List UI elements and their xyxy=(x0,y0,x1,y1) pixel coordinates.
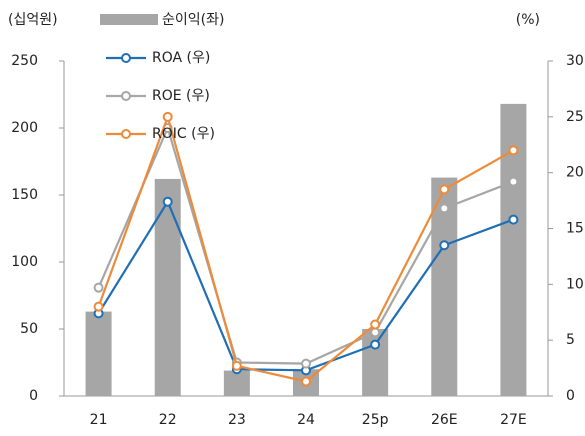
marker xyxy=(231,360,242,371)
y-tick-label: 250 xyxy=(11,53,38,69)
y-tick-label: 50 xyxy=(20,321,38,337)
legend-label: ROA (우) xyxy=(152,50,210,66)
y2-tick-label: 15 xyxy=(566,221,584,237)
x-tick-label: 27E xyxy=(500,412,527,428)
marker xyxy=(508,145,519,156)
x-tick-label: 24 xyxy=(297,412,315,428)
marker xyxy=(439,240,450,251)
y-tick-label: 0 xyxy=(29,388,38,404)
x-tick-label: 25p xyxy=(362,412,389,428)
bar xyxy=(154,178,181,396)
marker xyxy=(93,301,104,312)
y-tick-label: 100 xyxy=(11,254,38,270)
x-tick-label: 26E xyxy=(431,412,458,428)
y2-axis-label: (%) xyxy=(516,12,540,28)
y-axis-label: (십억원) xyxy=(8,12,58,28)
bar xyxy=(85,311,112,396)
marker xyxy=(370,327,381,338)
y2-tick-label: 5 xyxy=(566,332,575,348)
legend-swatch xyxy=(100,14,158,25)
marker xyxy=(301,376,311,387)
legend-label: ROIC (우) xyxy=(152,126,215,142)
bar xyxy=(431,177,458,396)
marker xyxy=(301,358,311,369)
legend-swatch xyxy=(121,129,131,139)
marker xyxy=(162,111,173,122)
y2-tick-label: 10 xyxy=(566,276,584,292)
marker xyxy=(508,176,519,187)
marker xyxy=(93,282,104,293)
x-tick-label: 21 xyxy=(90,412,108,428)
y-tick-label: 150 xyxy=(11,187,38,203)
marker xyxy=(508,214,519,225)
y2-tick-label: 30 xyxy=(566,53,584,69)
bar xyxy=(223,370,250,396)
y2-tick-label: 0 xyxy=(566,388,575,404)
bar xyxy=(362,329,389,396)
marker xyxy=(162,196,173,207)
marker xyxy=(370,339,381,350)
y2-tick-label: 25 xyxy=(566,109,584,125)
marker xyxy=(370,319,381,330)
y2-tick-label: 20 xyxy=(566,165,584,181)
legend-swatch xyxy=(121,91,131,101)
marker xyxy=(439,184,450,195)
legend-swatch xyxy=(121,53,131,63)
legend-label: 순이익(좌) xyxy=(162,12,224,28)
legend-label: ROE (우) xyxy=(152,88,210,104)
x-tick-label: 23 xyxy=(228,412,246,428)
y-tick-label: 200 xyxy=(11,120,38,136)
x-tick-label: 22 xyxy=(159,412,177,428)
marker xyxy=(439,203,450,214)
